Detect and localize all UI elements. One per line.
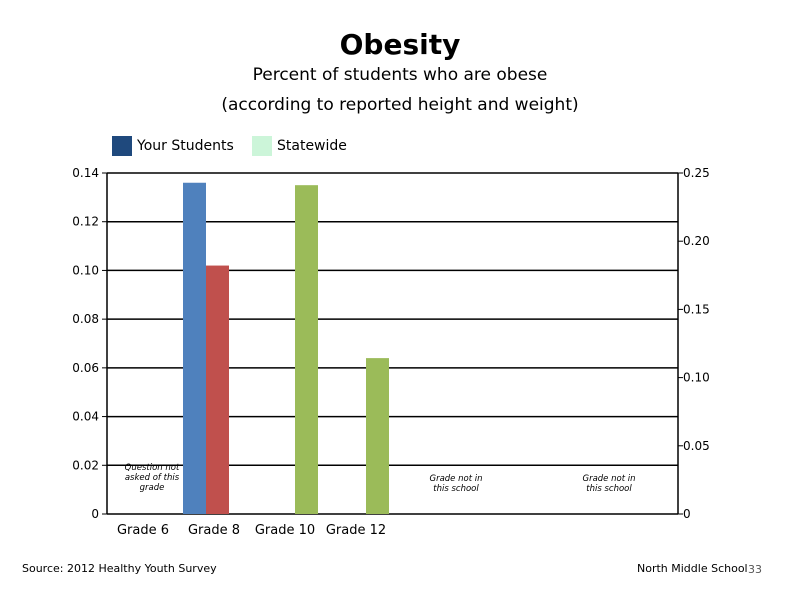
school-name: North Middle School	[637, 562, 748, 575]
right-tick-label: 0	[683, 507, 691, 521]
chart-subtitle-line1: Percent of students who are obese	[252, 65, 548, 85]
legend-swatch-your-students	[112, 136, 132, 156]
legend-item-your-students: Your Students	[112, 136, 234, 156]
chart-title: Obesity	[339, 28, 461, 61]
source-note: Source: 2012 Healthy Youth Survey	[22, 562, 217, 575]
bar	[295, 185, 318, 514]
annotation-text: Grade not in	[430, 474, 483, 484]
annotation-text: Grade not in	[583, 474, 636, 484]
chart-subtitle-line2: (according to reported height and weight…	[221, 95, 579, 115]
category-label: Grade 6	[117, 523, 169, 538]
left-tick-label: 0.12	[72, 215, 99, 229]
right-tick-label: 0.05	[683, 439, 710, 453]
legend-label-statewide: Statewide	[277, 138, 347, 154]
bar	[206, 265, 229, 514]
right-tick-label: 0.25	[683, 166, 710, 180]
legend-label-your-students: Your Students	[137, 138, 234, 154]
left-tick-label: 0.06	[72, 361, 99, 375]
right-tick-label: 0.15	[683, 302, 710, 316]
left-tick-label: 0.14	[72, 166, 99, 180]
right-tick-label: 0.20	[683, 234, 710, 248]
category-label: Grade 8	[188, 523, 240, 538]
legend-swatch-statewide	[252, 136, 272, 156]
page-number: 33	[748, 563, 762, 576]
annotation-text: grade	[140, 483, 165, 493]
left-tick-label: 0.04	[72, 410, 99, 424]
annotation-text: asked of this	[125, 473, 180, 483]
bar	[183, 182, 206, 514]
annotation-text: this school	[433, 484, 479, 494]
bar	[366, 358, 389, 514]
left-tick-label: 0	[91, 507, 99, 521]
left-tick-label: 0.10	[72, 263, 99, 277]
category-label: Grade 10	[255, 523, 315, 538]
right-tick-label: 0.10	[683, 371, 710, 385]
legend-item-statewide: Statewide	[252, 136, 347, 156]
category-label: Grade 12	[326, 523, 386, 538]
annotation-text: Question not	[125, 463, 180, 473]
left-tick-label: 0.02	[72, 458, 99, 472]
left-tick-label: 0.08	[72, 312, 99, 326]
annotation-text: this school	[586, 484, 632, 494]
